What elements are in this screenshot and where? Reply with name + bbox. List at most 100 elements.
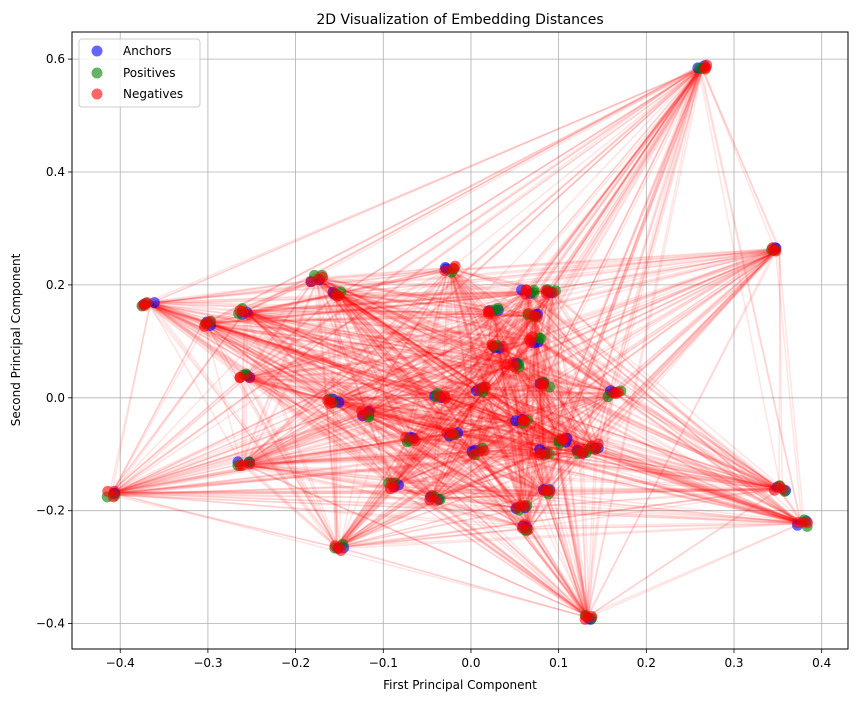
- distance-line: [586, 249, 776, 618]
- distance-line: [337, 293, 583, 454]
- distance-line: [522, 422, 579, 455]
- distance-line: [205, 323, 479, 453]
- distance-line: [434, 495, 530, 530]
- distance-line: [150, 267, 452, 304]
- distance-line: [394, 66, 703, 486]
- distance-line: [338, 293, 529, 550]
- distance-line: [244, 293, 529, 377]
- distance-line: [509, 362, 565, 441]
- distance-line: [437, 346, 496, 395]
- distance-line: [442, 395, 801, 523]
- distance-line: [549, 290, 614, 393]
- distance-line: [513, 364, 525, 422]
- distance-line: [511, 362, 531, 527]
- distance-line: [246, 377, 453, 434]
- distance-line: [339, 385, 543, 549]
- negative-point: [357, 409, 369, 421]
- chart-title: 2D Visualization of Embedding Distances: [316, 12, 603, 28]
- distance-line: [513, 363, 523, 508]
- distance-line: [243, 364, 514, 380]
- distance-line: [315, 250, 781, 280]
- distance-line: [246, 384, 543, 467]
- distance-line: [451, 364, 513, 435]
- distance-line: [391, 362, 513, 486]
- distance-line: [452, 313, 495, 433]
- distance-line: [366, 412, 392, 486]
- distance-line: [336, 294, 545, 454]
- distance-line: [527, 290, 613, 395]
- distance-line: [313, 277, 583, 455]
- distance-line: [442, 250, 779, 396]
- distance-line: [335, 453, 584, 547]
- distance-line: [243, 293, 526, 313]
- negative-point: [244, 372, 256, 384]
- distance-line: [244, 382, 546, 467]
- distance-line: [204, 321, 453, 433]
- distance-line: [109, 437, 411, 494]
- distance-line: [245, 290, 527, 377]
- distance-line: [242, 311, 481, 391]
- distance-line: [535, 66, 703, 342]
- distance-line: [243, 279, 315, 314]
- distance-line: [108, 302, 152, 494]
- distance-line: [314, 279, 396, 485]
- distance-line: [111, 66, 703, 495]
- distance-line: [392, 388, 482, 485]
- distance-line: [338, 295, 591, 619]
- distance-line: [523, 67, 702, 422]
- distance-line: [335, 347, 500, 547]
- distance-line: [206, 322, 410, 440]
- distance-line: [578, 454, 589, 619]
- distance-line: [479, 451, 588, 617]
- distance-line: [364, 414, 396, 487]
- negative-point: [541, 448, 553, 460]
- negative-point: [441, 427, 453, 439]
- distance-line: [438, 291, 526, 395]
- distance-line: [243, 66, 702, 464]
- distance-line: [334, 483, 392, 548]
- legend-marker-negatives: [91, 88, 103, 100]
- distance-line: [203, 322, 433, 500]
- distance-line: [431, 453, 545, 499]
- distance-line: [247, 309, 524, 425]
- distance-line: [244, 376, 338, 548]
- distance-line: [240, 310, 493, 466]
- distance-line: [244, 377, 523, 424]
- distance-line: [112, 452, 542, 496]
- negative-point: [701, 59, 713, 71]
- distance-line: [339, 295, 597, 449]
- distance-line: [433, 248, 781, 499]
- distance-line: [150, 303, 616, 393]
- distance-line: [543, 385, 580, 453]
- distance-line: [389, 485, 587, 617]
- distance-line: [332, 345, 498, 403]
- distance-line: [316, 278, 479, 389]
- distance-line: [242, 249, 780, 380]
- distance-line: [245, 67, 700, 377]
- distance-line: [112, 487, 781, 493]
- distance-line: [592, 445, 803, 524]
- distance-line: [243, 293, 338, 379]
- distance-line: [206, 293, 529, 325]
- distance-line: [597, 248, 777, 447]
- distance-line: [544, 384, 804, 523]
- distance-line: [240, 312, 248, 379]
- distance-line: [553, 290, 617, 395]
- distance-line: [514, 362, 522, 508]
- distance-line: [528, 67, 701, 294]
- distance-line: [150, 300, 547, 455]
- distance-line: [535, 339, 547, 494]
- distance-line: [242, 278, 316, 377]
- distance-line: [205, 324, 339, 548]
- distance-line: [315, 278, 523, 425]
- distance-line: [519, 422, 588, 619]
- distance-line: [336, 67, 700, 547]
- distance-line: [431, 496, 520, 509]
- plot-frame: [71, 31, 849, 650]
- distance-line: [390, 421, 521, 486]
- distance-line: [542, 441, 565, 492]
- distance-line: [514, 362, 802, 523]
- distance-line: [245, 316, 533, 464]
- distance-line: [536, 339, 779, 490]
- distance-line: [244, 423, 521, 466]
